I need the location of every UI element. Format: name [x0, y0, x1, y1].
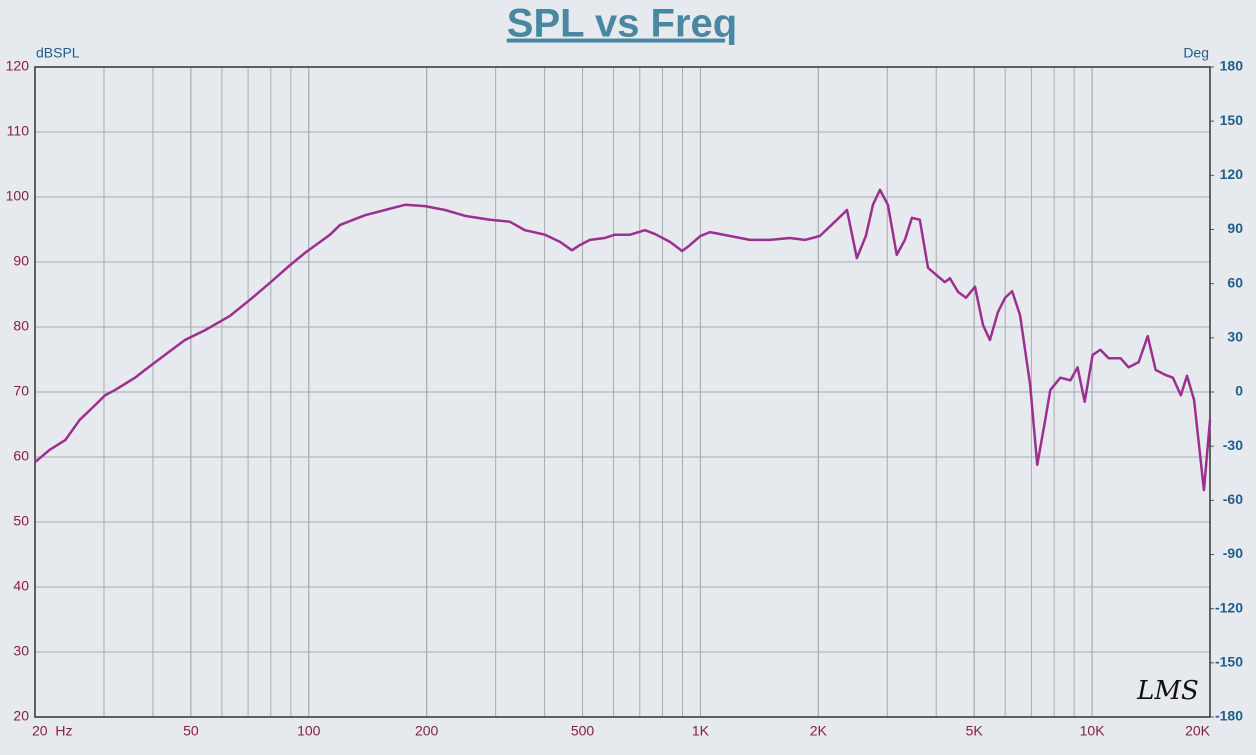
- y2-tick-label: 150: [1220, 112, 1244, 128]
- y2-tick-label: -30: [1223, 437, 1243, 453]
- y2-tick-label: -180: [1215, 708, 1243, 724]
- y2-axis-label: Deg: [1183, 45, 1209, 61]
- y-tick-label: 80: [13, 318, 29, 334]
- y2-tick-label: 0: [1235, 383, 1243, 399]
- x-tick-label: 5K: [966, 723, 984, 739]
- y-tick-label: 50: [13, 513, 29, 529]
- x-tick-label: 10K: [1080, 723, 1106, 739]
- y-tick-label: 90: [13, 253, 29, 269]
- y-tick-label: 30: [13, 643, 29, 659]
- y-tick-label: 110: [7, 123, 30, 139]
- x-tick-label: 2K: [810, 723, 828, 739]
- y-tick-label: 100: [6, 188, 30, 204]
- y-tick-label: 20: [13, 708, 29, 724]
- y2-tick-label: -150: [1215, 654, 1243, 670]
- x-tick-label: 50: [183, 723, 199, 739]
- y2-tick-label: -120: [1215, 599, 1243, 615]
- y2-tick-label: 60: [1227, 274, 1243, 290]
- y-tick-label: 120: [6, 58, 30, 74]
- x-tick-label: 1K: [692, 723, 710, 739]
- y-tick-label: 40: [13, 578, 29, 594]
- x-tick-label: 500: [571, 723, 595, 739]
- x-tick-label: 20K: [1185, 723, 1211, 739]
- y2-tick-label: 120: [1220, 166, 1244, 182]
- y2-tick-label: 30: [1227, 329, 1243, 345]
- y-tick-label: 70: [13, 383, 29, 399]
- y2-tick-label: -60: [1223, 491, 1243, 507]
- x-tick-label: 200: [415, 723, 439, 739]
- plot-frame: [34, 66, 1211, 718]
- x-tick-label: 100: [297, 723, 321, 739]
- y-axis-label: dBSPL: [36, 45, 80, 61]
- y-tick-label: 60: [13, 448, 29, 464]
- spl-line: [34, 188, 1212, 492]
- y2-tick-label: 180: [1220, 58, 1244, 74]
- chart-title: SPL vs Freq: [507, 2, 737, 46]
- y2-tick-label: 90: [1227, 220, 1243, 236]
- y2-tick-label: -90: [1223, 545, 1243, 561]
- watermark: LMS: [1136, 676, 1199, 706]
- x-tick-label: 20 Hz: [32, 723, 72, 739]
